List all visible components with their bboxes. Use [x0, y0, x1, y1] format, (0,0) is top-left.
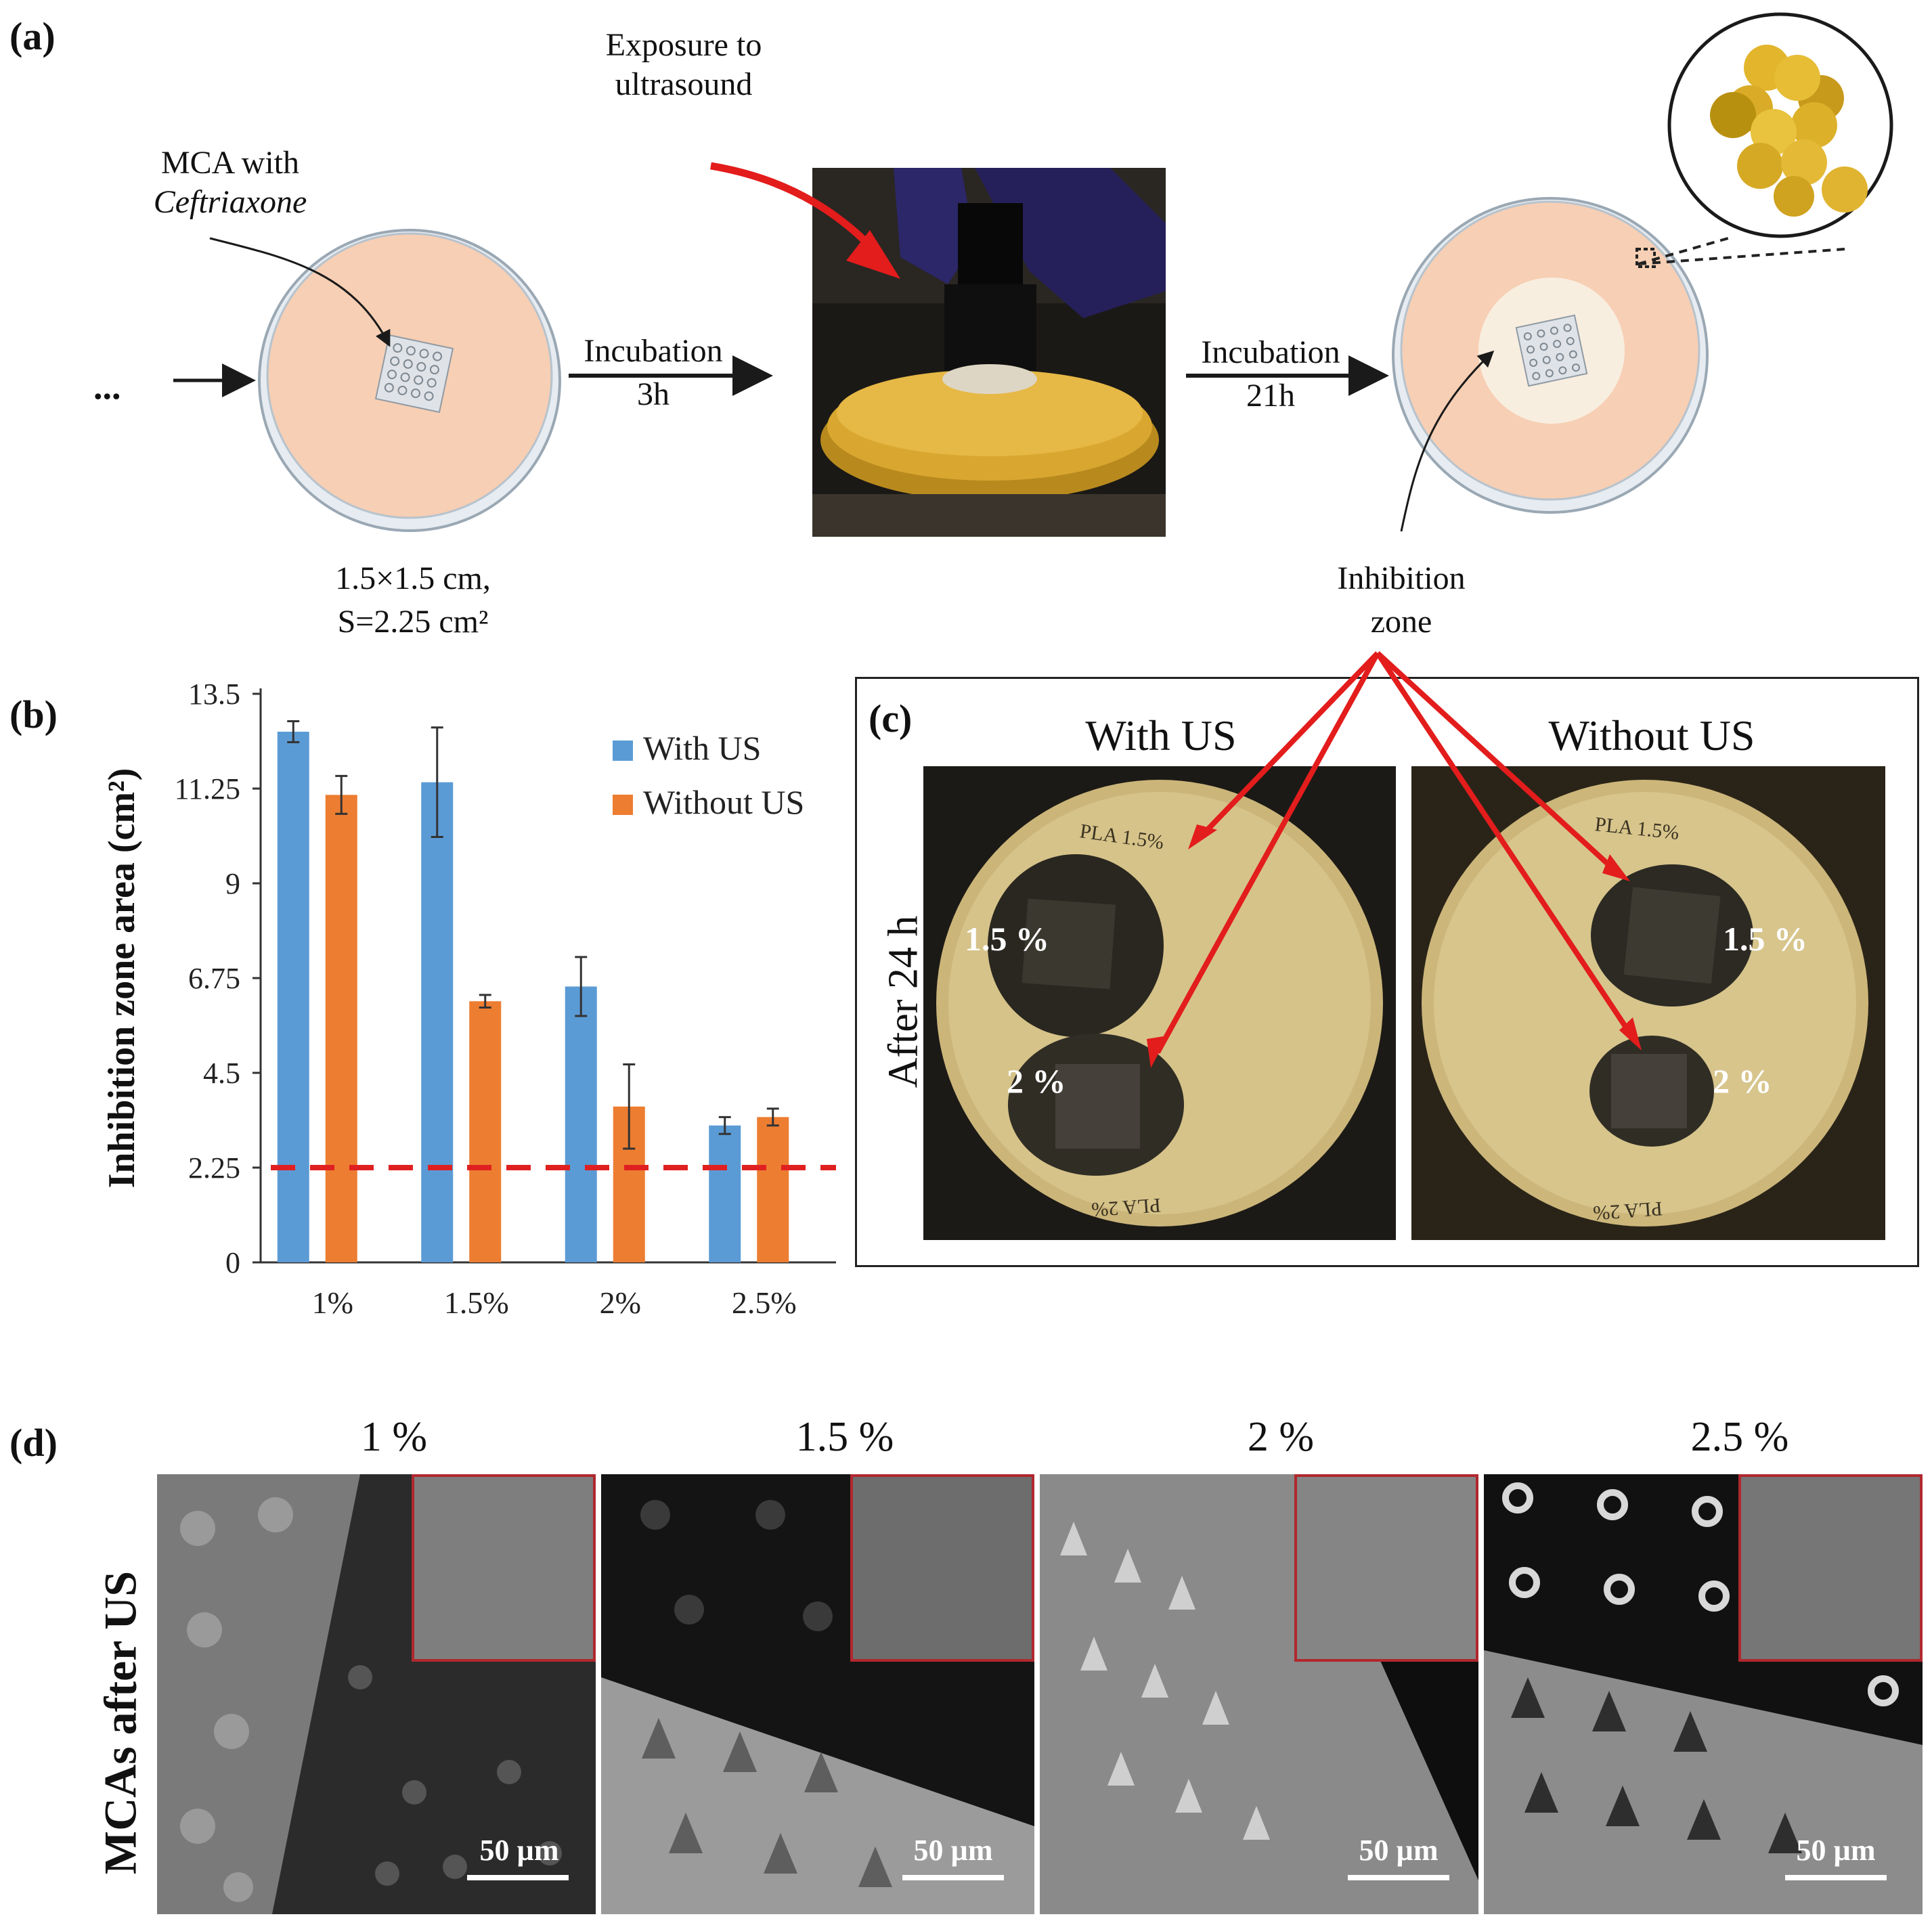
- plate-photo-with-us: PLA 1.5% PLA 2%: [923, 766, 1396, 1240]
- incubation1-line2: 3h: [637, 376, 669, 412]
- sem-2-scale-bar: [902, 1875, 1004, 1880]
- bacteria-zoom: [1635, 12, 1893, 268]
- with-us-label-2: 2 %: [1007, 1062, 1066, 1100]
- incubation-21h-label: Incubation 21h: [1186, 333, 1355, 416]
- sem-image-2: 50 µm: [601, 1474, 1034, 1914]
- bar-without-us: [469, 1001, 502, 1262]
- inhibition-zone-label: Inhibition zone: [1300, 559, 1503, 642]
- ellipsis: ...: [93, 366, 121, 407]
- bacteria-cluster: [1710, 45, 1868, 217]
- legend-swatch-without-us: [613, 795, 633, 815]
- y-tick-label: 13.5: [188, 678, 240, 711]
- sem-image-1: 50 µm: [157, 1474, 596, 1914]
- sem-title-3: 2 %: [1247, 1414, 1315, 1460]
- sem-image-4: 50 µm: [1484, 1474, 1923, 1914]
- panel-b-label: (b): [9, 692, 58, 736]
- ultrasound-photo: [812, 168, 1166, 537]
- x-tick-label: 1%: [312, 1285, 353, 1320]
- bar-without-us: [325, 795, 357, 1262]
- sem-2-inset: [850, 1474, 1034, 1662]
- panel-c-label: (c): [869, 697, 913, 741]
- y-tick-label: 9: [225, 867, 240, 900]
- bar-with-us: [709, 1125, 741, 1262]
- sem-4-inset: [1738, 1474, 1923, 1662]
- sem-title-2: 1.5 %: [795, 1414, 894, 1460]
- without-us-label-15: 1.5 %: [1723, 920, 1807, 958]
- col-with-us: With US: [1085, 711, 1237, 759]
- x-tick-label: 2.5%: [732, 1285, 797, 1320]
- sem-4-scale-label: 50 µm: [1796, 1834, 1876, 1867]
- exposure-line2: ultrasound: [615, 66, 753, 102]
- bar-without-us: [757, 1117, 789, 1262]
- mca-patch-right: [1515, 314, 1588, 387]
- panel-a-label: (a): [9, 14, 56, 58]
- sem-title-4: 2.5 %: [1690, 1414, 1789, 1460]
- size-line2: S=2.25 cm²: [337, 604, 489, 640]
- panel-d-label: (d): [9, 1421, 58, 1465]
- sem-4-texture: [1484, 1474, 1923, 1914]
- sem-3-inset: [1294, 1474, 1478, 1662]
- x-tick-label: 1.5%: [444, 1285, 509, 1320]
- mca-label: MCA with Ceftriaxone: [129, 143, 332, 222]
- plate-text-bottom-without: PLA 2%: [1592, 1197, 1663, 1224]
- inhibition-bar-chart: 0 2.25 4.5 6.75 9 11.25 13.5 Inhibition zone ar…: [101, 678, 836, 1320]
- mca-pointer-arrow: [209, 237, 391, 347]
- incubation-3h-label: Incubation 3h: [569, 332, 738, 414]
- inhibition-line2: zone: [1370, 604, 1432, 640]
- plate-text-bottom-with: PLA 2%: [1091, 1194, 1162, 1221]
- col-without-us: Without US: [1548, 711, 1755, 759]
- panel-c-frame: [855, 677, 1919, 1267]
- mca-size-label: 1.5×1.5 cm, S=2.25 cm²: [278, 559, 548, 642]
- inhibition-pointer-arrow: [1400, 350, 1495, 532]
- sem-1-inset: [412, 1474, 596, 1662]
- incubation2-line2: 21h: [1246, 378, 1295, 414]
- sem-3-scale-label: 50 µm: [1359, 1834, 1439, 1867]
- mca-patch-left: [374, 334, 454, 414]
- x-tick-label: 2%: [600, 1285, 641, 1320]
- sem-title-1: 1 %: [360, 1414, 428, 1460]
- exposure-line1: Exposure to: [605, 27, 762, 63]
- ultrasound-red-arrowhead: [846, 230, 900, 279]
- y-tick-label: 0: [225, 1246, 240, 1279]
- mcas-after-us-label: MCAs after US: [94, 1570, 146, 1875]
- sem-image-3: 50 µm: [1040, 1474, 1478, 1914]
- legend-label-without-us: Without US: [643, 783, 804, 821]
- without-us-label-2: 2 %: [1713, 1062, 1772, 1100]
- size-line1: 1.5×1.5 cm,: [335, 560, 491, 596]
- y-tick-label: 11.25: [175, 772, 240, 805]
- panel-a-diagram: [173, 12, 1893, 537]
- sem-1-scale-bar: [467, 1875, 569, 1880]
- sem-3-scale-bar: [1348, 1875, 1449, 1880]
- legend-label-with-us: With US: [643, 729, 761, 767]
- sem-4-scale-bar: [1785, 1875, 1887, 1880]
- incubation1-line1: Incubation: [584, 333, 723, 369]
- sem-1-scale-label: 50 µm: [479, 1834, 559, 1867]
- bar-with-us: [277, 732, 309, 1262]
- inhibition-line1: Inhibition: [1337, 560, 1466, 596]
- y-axis-label: Inhibition zone area (cm²): [101, 768, 143, 1189]
- incubation2-line1: Incubation: [1201, 334, 1340, 370]
- y-tick-label: 4.5: [203, 1057, 240, 1090]
- mca-line1: MCA with: [160, 145, 300, 181]
- y-tick-label: 6.75: [188, 962, 240, 995]
- legend-swatch-with-us: [613, 741, 633, 761]
- plate-photo-without-us: PLA 1.5% PLA 2%: [1411, 766, 1885, 1240]
- y-tick-label: 2.25: [188, 1151, 240, 1185]
- bar-with-us: [421, 782, 454, 1262]
- sem-2-scale-label: 50 µm: [913, 1834, 993, 1867]
- exposure-label: Exposure to ultrasound: [562, 26, 806, 104]
- mca-drug: Ceftriaxone: [153, 184, 307, 220]
- bar-with-us: [565, 986, 597, 1262]
- with-us-label-15: 1.5 %: [965, 920, 1049, 958]
- inhibition-red-arrows: [1147, 651, 1642, 1068]
